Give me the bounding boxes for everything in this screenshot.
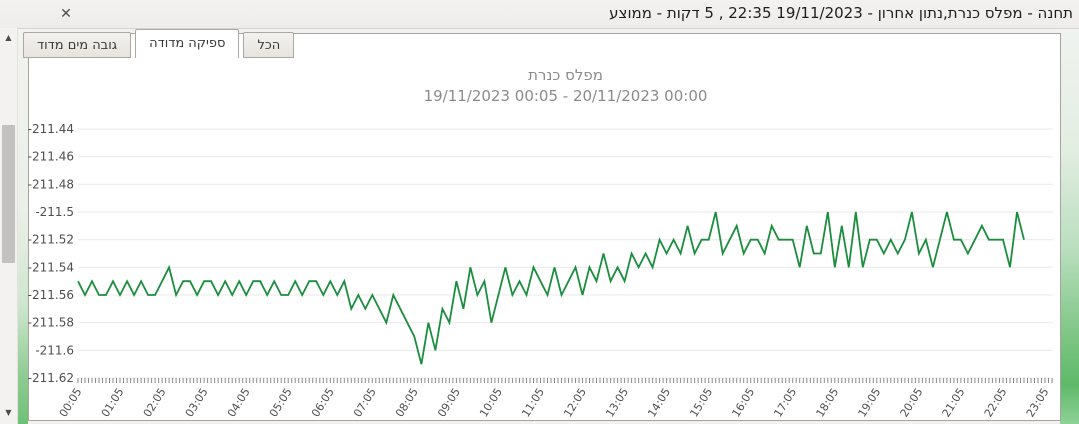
- x-axis-label: 14:05: [645, 386, 673, 420]
- x-axis-label: 16:05: [729, 386, 757, 420]
- x-axis-label: 15:05: [687, 386, 715, 420]
- x-axis-label: 19:05: [856, 386, 884, 420]
- chart-svg: -211.44 -211.46 -211.48 -211.5 -211.52 -211.5…: [28, 119, 1053, 420]
- x-axis-label: 05:05: [267, 386, 295, 420]
- y-axis-label: -211.54: [28, 260, 74, 274]
- x-axis-label: 22:05: [982, 386, 1010, 420]
- chart-subtitle: 19/11/2023 00:05 - 20/11/2023 00:00: [423, 87, 708, 105]
- x-axis-label: 10:05: [477, 386, 505, 420]
- x-axis-label: 17:05: [771, 386, 799, 420]
- x-axis-label: 03:05: [183, 386, 211, 420]
- background-green-strip-left: [17, 28, 28, 424]
- x-axis-label: 09:05: [435, 386, 463, 420]
- scroll-up-icon[interactable]: ▲: [5, 33, 12, 42]
- y-axis-label: -211.58: [28, 316, 74, 330]
- y-axis-label: -211.52: [28, 233, 74, 247]
- series-line: [77, 211, 1025, 365]
- scroll-down-icon[interactable]: ▼: [5, 408, 12, 417]
- x-axis-label: 20:05: [898, 386, 926, 420]
- y-axis-label: -211.44: [28, 122, 74, 136]
- chart-plot-area[interactable]: [78, 119, 1053, 378]
- x-axis-label: 23:05: [1024, 386, 1052, 420]
- y-axis-label: -211.46: [28, 150, 74, 164]
- window-title: תחנה - מפלס כנרת,נתון אחרון - 19/11/2023…: [609, 4, 1073, 22]
- tab-water-height-measured[interactable]: גובה מים מדוד: [23, 32, 132, 58]
- x-axis-label: 04:05: [225, 386, 253, 420]
- tab-all[interactable]: הכל: [243, 32, 295, 58]
- x-axis-label: 18:05: [814, 386, 842, 420]
- y-axis-label: -211.56: [28, 288, 74, 302]
- x-axis-label: 21:05: [940, 386, 968, 420]
- scrollbar-thumb[interactable]: [2, 125, 15, 263]
- x-axis-label: 11:05: [519, 386, 547, 420]
- x-axis-label: 01:05: [99, 386, 127, 420]
- background-green-strip-right: [1060, 28, 1079, 424]
- tab-strip: גובה מים מדוד ספיקה מדודה הכל: [23, 29, 295, 58]
- x-axis-label: 02:05: [141, 386, 169, 420]
- y-axis-label: -211.62: [28, 371, 74, 385]
- y-axis-label: -211.48: [28, 177, 74, 191]
- y-axis-label: -211.6: [35, 343, 74, 357]
- x-axis-label: 06:05: [309, 386, 337, 420]
- x-axis-label: 13:05: [603, 386, 631, 420]
- close-icon[interactable]: ✕: [60, 6, 72, 22]
- chart-panel: [28, 33, 1061, 421]
- x-axis-label: 12:05: [561, 386, 589, 420]
- chart-title: מפלס כנרת: [528, 66, 603, 84]
- x-axis-label: 07:05: [351, 386, 379, 420]
- x-axis-label: 00:05: [57, 386, 85, 420]
- vertical-scrollbar[interactable]: ▲ ▼: [0, 28, 18, 424]
- x-axis-label: 08:05: [393, 386, 421, 420]
- tab-discharge-measured[interactable]: ספיקה מדודה: [135, 29, 240, 58]
- window-titlebar: תחנה - מפלס כנרת,נתון אחרון - 19/11/2023…: [0, 0, 1079, 29]
- y-axis-label: -211.5: [35, 205, 74, 219]
